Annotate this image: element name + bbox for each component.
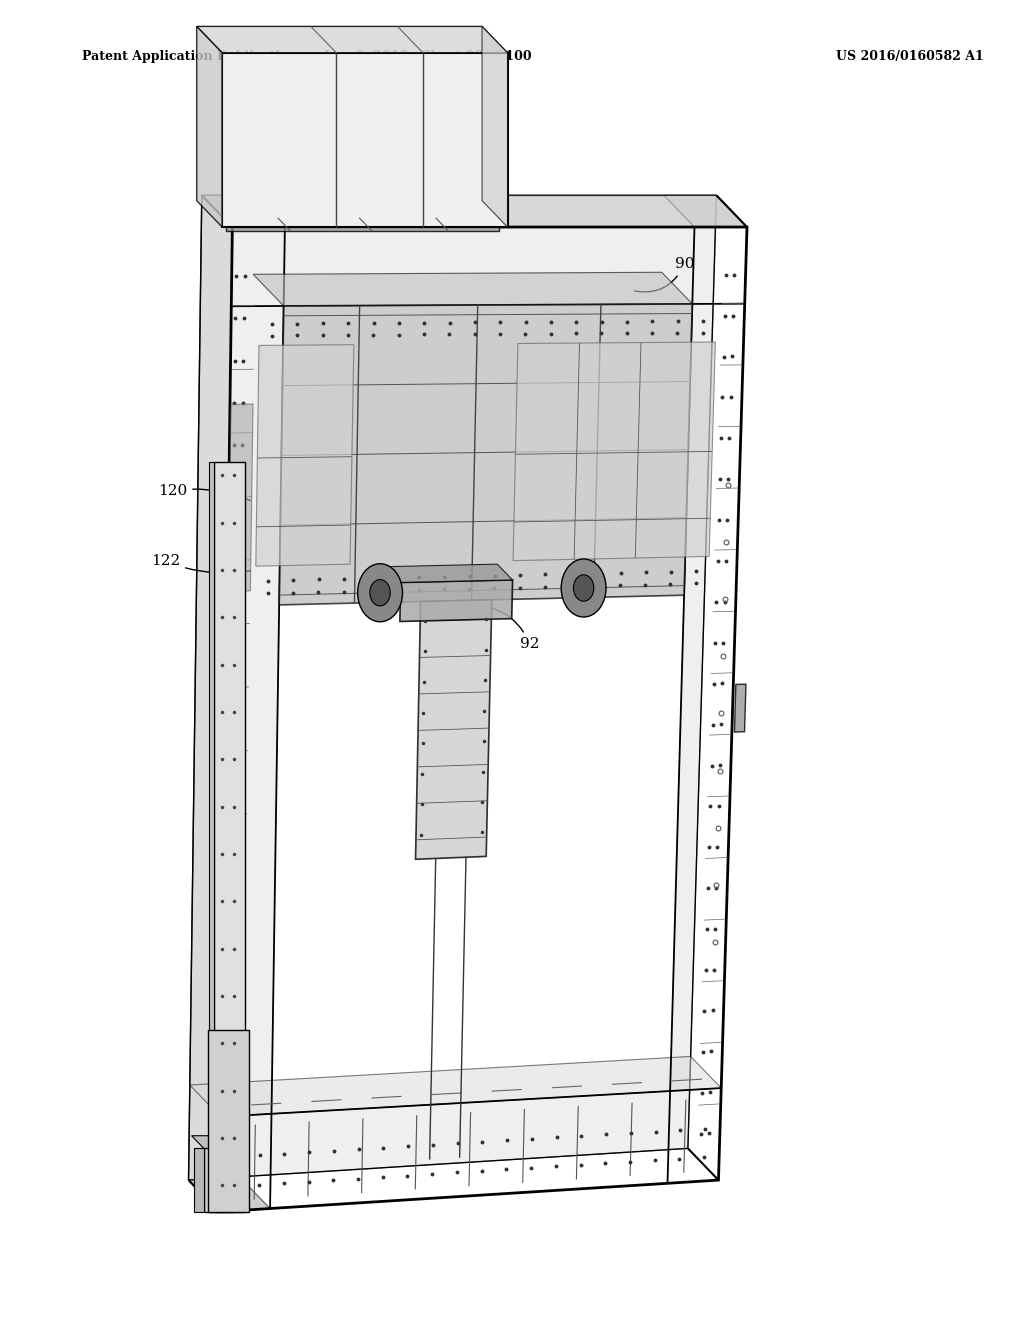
Polygon shape [416,599,492,859]
Polygon shape [253,272,692,306]
Polygon shape [191,1135,234,1148]
Polygon shape [197,26,222,227]
Circle shape [573,574,594,601]
Polygon shape [385,564,513,582]
Polygon shape [188,195,232,1212]
Polygon shape [256,345,354,566]
Text: FIG. 76: FIG. 76 [362,160,473,189]
Polygon shape [188,195,717,1180]
Polygon shape [188,1177,270,1212]
Circle shape [370,579,390,606]
Polygon shape [734,684,746,733]
Text: Patent Application Publication: Patent Application Publication [82,50,297,63]
Polygon shape [189,1056,721,1117]
Text: 122: 122 [151,554,250,573]
Polygon shape [194,1148,204,1212]
Text: 120: 120 [158,484,250,500]
Polygon shape [482,26,508,227]
Circle shape [561,558,606,616]
Polygon shape [222,53,508,227]
Text: US 2016/0160582 A1: US 2016/0160582 A1 [836,50,983,63]
Circle shape [357,564,402,622]
Polygon shape [226,218,500,231]
Text: 92: 92 [492,609,540,651]
Polygon shape [214,462,245,1212]
Polygon shape [208,1030,249,1212]
Polygon shape [209,462,214,1212]
Text: Jun. 9, 2016   Sheet 80 of 100: Jun. 9, 2016 Sheet 80 of 100 [324,50,532,63]
Polygon shape [280,304,692,605]
Polygon shape [228,404,253,591]
Polygon shape [513,342,716,561]
Polygon shape [197,26,508,53]
Polygon shape [399,579,513,622]
Text: 90: 90 [635,257,694,292]
Polygon shape [271,304,692,1114]
Polygon shape [204,1148,234,1212]
Polygon shape [202,195,285,227]
Polygon shape [202,195,746,227]
Polygon shape [664,195,746,227]
Polygon shape [202,195,746,227]
